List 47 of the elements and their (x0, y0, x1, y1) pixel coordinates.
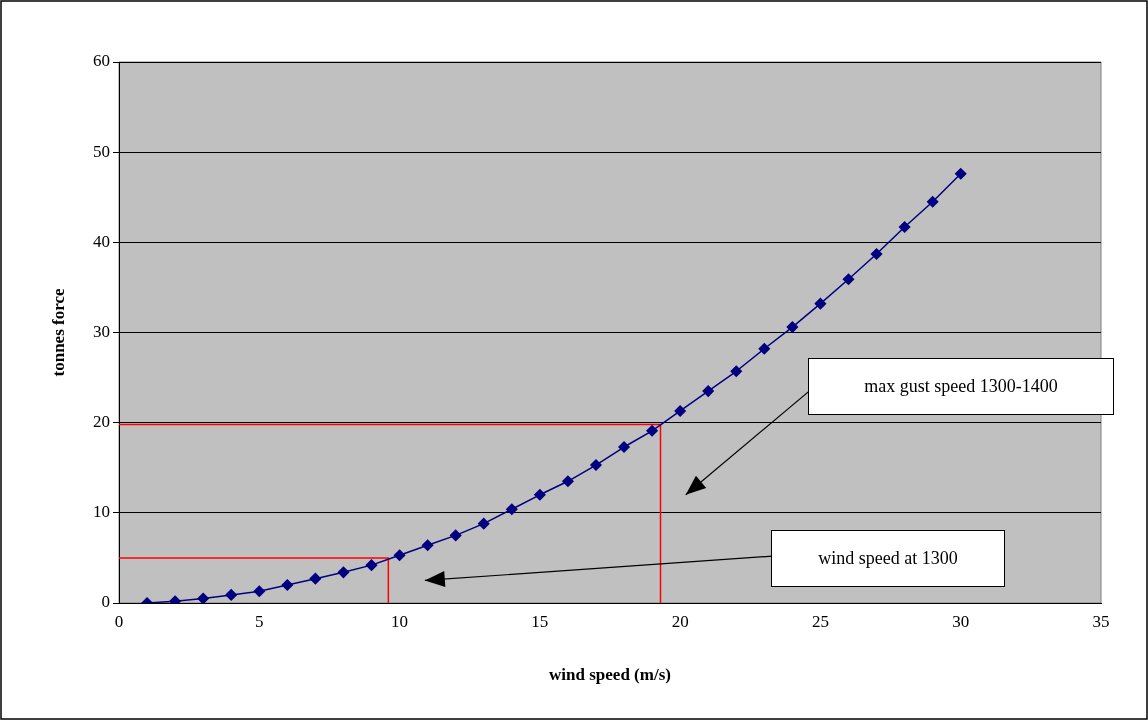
x-tick-label: 0 (114, 611, 124, 631)
y-tick-label: 30 (93, 321, 110, 341)
point (225, 589, 237, 601)
point (730, 365, 743, 378)
point (898, 221, 911, 233)
y-tick-label: 10 (93, 502, 110, 522)
point (281, 579, 294, 591)
point (421, 539, 434, 552)
x-tick-label: 5 (255, 611, 264, 631)
y-tick-label: 60 (93, 51, 110, 71)
point (870, 248, 883, 260)
point (590, 459, 602, 471)
y-axis-title: tonnes force (48, 288, 68, 377)
x-tick-label: 25 (811, 611, 829, 631)
point (842, 273, 855, 286)
callout-box: wind speed at 1300 (771, 530, 1005, 587)
point (393, 549, 406, 561)
x-tick-label: 15 (531, 611, 549, 631)
y-tick-label: 50 (93, 141, 110, 161)
x-axis-title: wind speed (m/s) (549, 665, 671, 685)
point (197, 592, 209, 603)
point (477, 517, 490, 530)
x-tick-label: 10 (391, 611, 409, 631)
point (449, 529, 462, 542)
point (926, 196, 939, 208)
point (618, 441, 630, 453)
point (954, 168, 967, 180)
y-tick-label: 40 (93, 231, 110, 251)
y-tick-label: 20 (93, 412, 110, 432)
point (786, 321, 799, 333)
point (702, 385, 714, 397)
point (365, 559, 378, 571)
point (758, 342, 771, 355)
x-tick-label: 35 (1092, 611, 1110, 631)
point (253, 585, 266, 598)
point (814, 297, 827, 310)
point (337, 566, 350, 579)
point (674, 405, 686, 417)
x-tick-label: 30 (952, 611, 970, 631)
point (506, 503, 518, 515)
y-tick-label: 0 (101, 592, 110, 612)
point (534, 489, 546, 501)
x-tick-label: 20 (671, 611, 689, 631)
point (646, 425, 658, 437)
callout-box: max gust speed 1300-1400 (808, 358, 1114, 415)
point (309, 572, 322, 585)
point (562, 475, 574, 488)
